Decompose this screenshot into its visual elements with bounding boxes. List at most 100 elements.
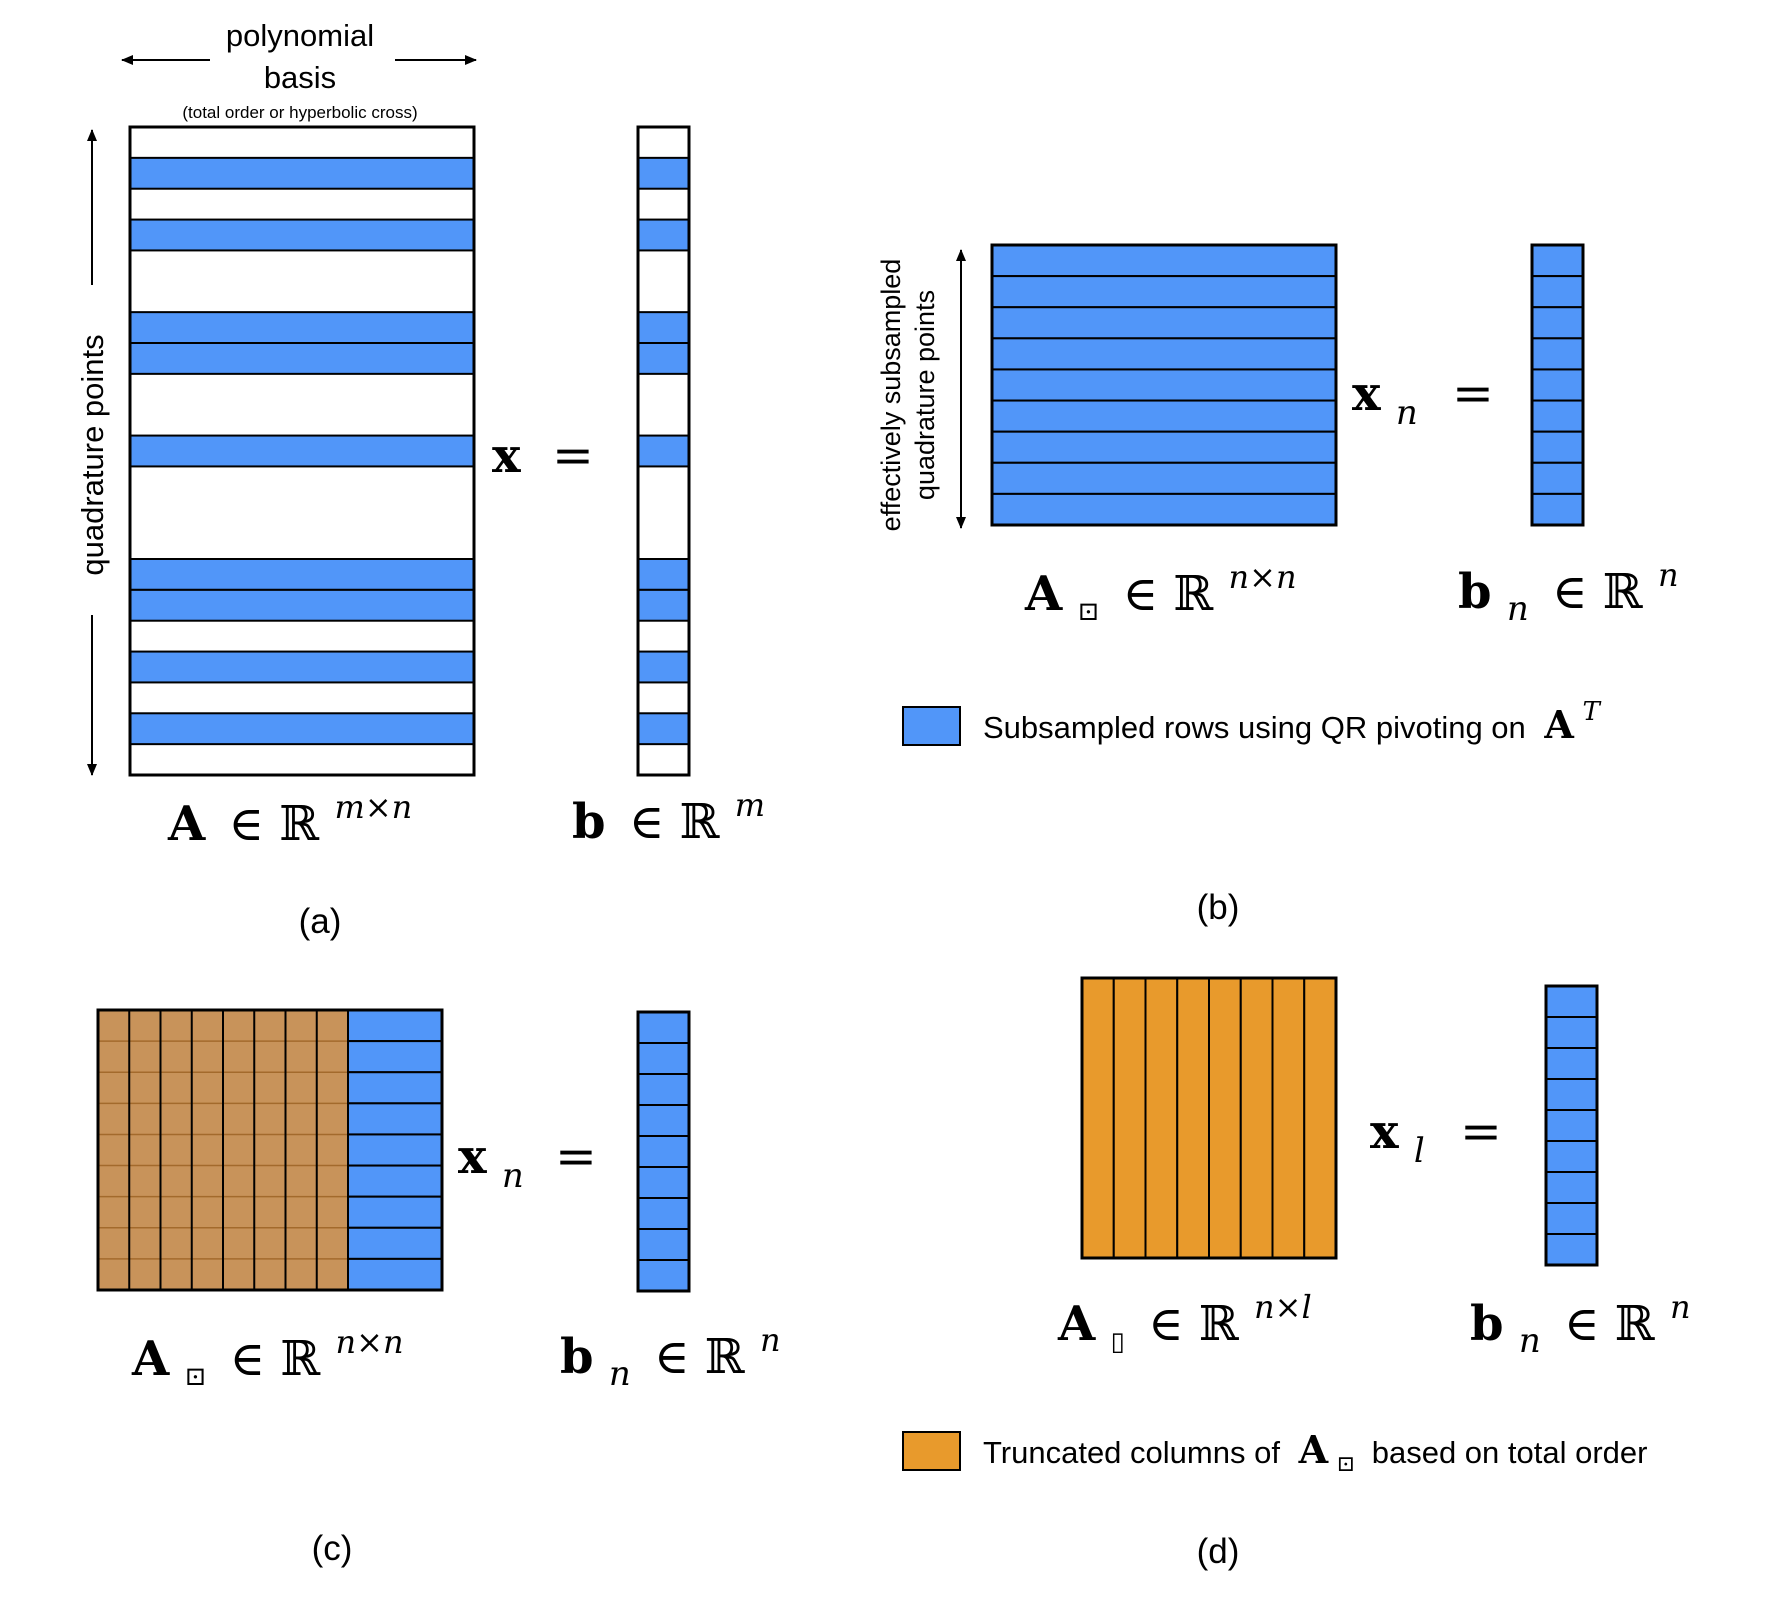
vector-b-n-row: [1531, 492, 1584, 526]
matrix-a-highlighted-row: [129, 434, 475, 468]
x-n-b-symbol: x: [1352, 366, 1381, 422]
vector-c-row: [637, 1259, 690, 1292]
vector-b-highlighted-row: [637, 218, 690, 252]
label-c-matrix-sub: ⊡: [185, 1362, 207, 1392]
matrix-d: [1081, 977, 1337, 1259]
vector-b-n-row: [1531, 430, 1584, 464]
legend-d: Truncated columns of A ⊡ based on total …: [983, 1427, 1647, 1478]
vector-c-row: [637, 1011, 690, 1044]
basis-label-line2: basis: [264, 60, 336, 95]
label-b-vector-symbol: b: [1458, 564, 1492, 620]
label-b-vector-space: ∈ ℝ: [1552, 564, 1643, 620]
matrix-c-remaining-row: [347, 1102, 443, 1136]
matrix-a-highlighted-row: [129, 558, 475, 591]
label-c-matrix: A ⊡ ∈ ℝ n×n: [131, 1323, 404, 1397]
vector-b-highlighted-row: [637, 712, 690, 746]
vector-c: [637, 1011, 690, 1292]
vector-d-row: [1545, 1171, 1598, 1204]
vector-b: [637, 127, 690, 775]
matrix-b: [991, 244, 1337, 526]
matrix-d-column: [1176, 977, 1210, 1259]
label-c-vector-space: ∈ ℝ: [654, 1329, 745, 1385]
label-d-vector-space: ∈ ℝ: [1564, 1296, 1655, 1352]
matrix-a-highlighted-row: [129, 588, 475, 622]
vector-b-highlighted-row: [637, 434, 690, 468]
matrix-b-row: [991, 337, 1337, 371]
matrix-c-remaining-row: [347, 1195, 443, 1229]
label-b-vector-sub: n: [1507, 589, 1529, 629]
matrix-d-border: [1080, 976, 1338, 1260]
label-b-matrix: A ⊡ ∈ ℝ n×n: [1024, 558, 1297, 632]
vector-b-border: [636, 125, 691, 777]
label-a-vector-dims: m: [735, 786, 765, 824]
matrix-b-row: [991, 306, 1337, 340]
matrix-c-remaining-row: [347, 1257, 443, 1292]
matrix-d-column: [1144, 977, 1179, 1259]
matrix-a-highlighted-row: [129, 218, 475, 252]
matrix-c-remaining-row: [347, 1040, 443, 1074]
vector-d-row: [1545, 1016, 1598, 1049]
matrix-c-remaining-row: [347, 1133, 443, 1167]
matrix-a-highlighted-row: [129, 342, 475, 375]
vector-b-n-row: [1531, 337, 1584, 371]
legend-swatch-blue: [902, 706, 961, 746]
panel-a: polynomial basis (total order or hyperbo…: [75, 18, 765, 941]
label-d-matrix-dims: n×l: [1254, 1288, 1312, 1326]
legend-b: Subsampled rows using QR pivoting on A T: [983, 697, 1602, 747]
vector-d-border: [1544, 984, 1599, 1267]
x-l-d-sub: l: [1414, 1131, 1425, 1171]
caption-a: (a): [299, 902, 342, 941]
label-d-vector: b n ∈ ℝ n: [1470, 1288, 1691, 1364]
matrix-c-remaining-row: [347, 1071, 443, 1105]
matrix-d-column: [1271, 977, 1306, 1259]
label-c-matrix-dims: n×n: [336, 1323, 404, 1361]
vector-d-row: [1545, 1078, 1598, 1111]
matrix-b-row: [991, 368, 1337, 402]
matrix-d-column: [1303, 977, 1337, 1259]
vector-b-n-row: [1531, 399, 1584, 433]
label-c-vector-symbol: b: [560, 1329, 594, 1385]
vector-b2-border: [1530, 243, 1585, 527]
matrix-b-row: [991, 430, 1337, 464]
matrix-b-border: [990, 243, 1338, 527]
vector-b-n-row: [1531, 461, 1584, 495]
vector-b-highlighted-row: [637, 558, 690, 591]
legend-d-text-2: based on total order: [1372, 1435, 1648, 1470]
legend-swatch-orange: [902, 1431, 961, 1471]
vector-d-row: [1545, 1202, 1598, 1235]
vector-c-row: [637, 1228, 690, 1261]
quadrature-label: quadrature points: [75, 334, 110, 575]
legend-b-math-sup: T: [1583, 697, 1602, 727]
x-symbol-a: x: [492, 428, 521, 484]
matrix-d-column: [1081, 977, 1115, 1259]
panel-c: x n = A ⊡ ∈ ℝ n×n b n ∈ ℝ n (c): [96, 1008, 781, 1568]
equals-a: =: [552, 426, 594, 484]
legend-d-text-1: Truncated columns of: [983, 1435, 1280, 1470]
x-n-symbol-b: x n: [1352, 366, 1418, 433]
label-a-matrix: A ∈ ℝ m×n: [167, 788, 412, 852]
label-a-vector-space: ∈ ℝ: [629, 794, 720, 850]
vector-c-row: [637, 1135, 690, 1168]
panel-d: x l = A ▯ ∈ ℝ n×l b n ∈ ℝ n Truncated co…: [902, 976, 1691, 1571]
label-d-vector-dims: n: [1670, 1288, 1691, 1326]
vector-c-row: [637, 1104, 690, 1137]
vector-b-highlighted-row: [637, 156, 690, 190]
matrix-a: [129, 127, 475, 775]
matrix-c-remaining-row: [347, 1226, 443, 1260]
vector-d-row: [1545, 1047, 1598, 1080]
legend-b-math: A: [1543, 702, 1574, 747]
vector-b-highlighted-row: [637, 342, 690, 375]
vector-c-row: [637, 1073, 690, 1106]
caption-d: (d): [1197, 1532, 1240, 1571]
equals-b: =: [1452, 364, 1494, 422]
label-b-matrix-dims: n×n: [1229, 558, 1297, 596]
matrix-c-border: [96, 1008, 444, 1292]
vector-b-highlighted-row: [637, 311, 690, 344]
matrix-a-border: [128, 125, 476, 777]
label-a-matrix-space: ∈ ℝ: [229, 796, 320, 852]
matrix-d-column: [1112, 977, 1147, 1259]
matrix-a-highlighted-row: [129, 156, 475, 190]
x-n-symbol-c: x n: [458, 1129, 524, 1196]
matrix-b-row: [991, 461, 1337, 495]
